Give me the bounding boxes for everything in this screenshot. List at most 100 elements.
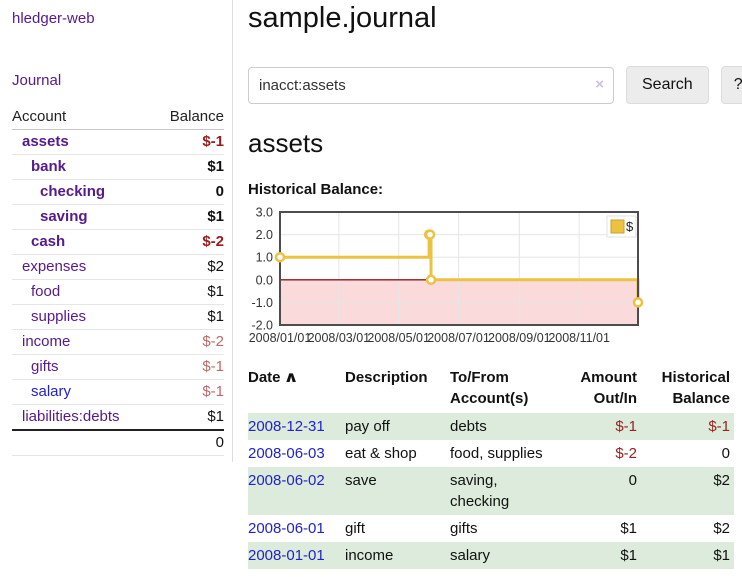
- account-row: supplies $1: [12, 305, 224, 330]
- chart-label: Historical Balance:: [248, 181, 384, 198]
- amount-cell: $-1: [615, 418, 637, 435]
- account-balance: $-1: [202, 133, 224, 150]
- amount-cell: $1: [620, 547, 637, 564]
- account-link[interactable]: checking: [40, 183, 106, 200]
- svg-text:3.0: 3.0: [256, 206, 273, 220]
- accounts-header-balance: Balance: [169, 108, 224, 125]
- account-link[interactable]: food: [31, 283, 61, 300]
- accounts-total-value: 0: [215, 434, 224, 451]
- account-balance: $-2: [202, 233, 224, 250]
- account-balance: $-1: [202, 383, 224, 400]
- account-link[interactable]: expenses: [22, 258, 87, 275]
- account-row: liabilities:debts $1: [12, 405, 224, 430]
- main-content: sample.journal × Search ? assets Histori…: [233, 0, 742, 569]
- account-link[interactable]: income: [22, 333, 71, 350]
- clear-search-icon[interactable]: ×: [595, 75, 604, 93]
- register-row: 2008-01-01 income salary $1 $1: [248, 542, 734, 569]
- date-link[interactable]: 2008-06-02: [248, 472, 325, 489]
- app-title-link[interactable]: hledger-web: [12, 10, 95, 27]
- svg-text:$: $: [626, 219, 634, 234]
- help-button[interactable]: ?: [720, 66, 742, 104]
- accounts-header: Account Balance: [12, 105, 224, 130]
- date-link[interactable]: 2008-06-03: [248, 445, 325, 462]
- account-row: gifts $-1: [12, 355, 224, 380]
- account-heading: assets: [248, 128, 324, 158]
- accounts-rows: assets $-1 bank $1 checking 0 saving $1 cash $-2 e…: [12, 130, 224, 430]
- account-balance: $1: [207, 308, 224, 325]
- svg-text:-2.0: -2.0: [251, 319, 273, 333]
- account-balance: 0: [215, 183, 224, 200]
- svg-text:2008/09/01: 2008/09/01: [488, 331, 551, 345]
- account-link[interactable]: supplies: [31, 308, 87, 325]
- account-row: saving $1: [12, 205, 224, 230]
- search-input[interactable]: [248, 66, 614, 104]
- balance-cell: $2: [713, 520, 730, 537]
- col-header-description: Description: [345, 369, 428, 386]
- register-row: 2008-06-02 save saving, checking 0 $2: [248, 467, 734, 515]
- account-row: checking 0: [12, 180, 224, 205]
- account-row: cash $-2: [12, 230, 224, 255]
- register-row: 2008-06-03 eat & shop food, supplies $-2 0: [248, 440, 734, 467]
- date-link[interactable]: 2008-12-31: [248, 418, 325, 435]
- description-cell: eat & shop: [345, 445, 417, 462]
- date-link[interactable]: 2008-01-01: [248, 547, 325, 564]
- description-cell: gift: [345, 520, 366, 537]
- account-balance: $-1: [202, 358, 224, 375]
- svg-text:2.0: 2.0: [256, 228, 273, 242]
- svg-text:2008/07/01: 2008/07/01: [427, 331, 490, 345]
- accounts-cell: saving, checking: [450, 472, 510, 510]
- account-row: expenses $2: [12, 255, 224, 280]
- accounts-cell: gifts: [450, 520, 478, 537]
- sidebar-item-journal[interactable]: Journal: [12, 72, 62, 89]
- balance-cell: $1: [713, 547, 730, 564]
- account-balance: $1: [207, 408, 224, 425]
- historical-balance-chart: $3.0 2.0 1.0 0.0 -1.0 -2.0 2008/01/01 2008/03/0…: [248, 206, 742, 347]
- account-link[interactable]: salary: [31, 383, 72, 400]
- account-balance: $1: [207, 283, 224, 300]
- svg-text:2008/03/01: 2008/03/01: [308, 331, 371, 345]
- accounts-header-account: Account: [12, 108, 67, 125]
- account-link[interactable]: saving: [40, 208, 88, 225]
- balance-cell: $-1: [708, 418, 730, 435]
- account-row: bank $1: [12, 155, 224, 180]
- amount-cell: $-2: [615, 445, 637, 462]
- col-header-amount: Amount Out/In: [580, 369, 637, 407]
- svg-text:-1.0: -1.0: [251, 296, 273, 310]
- account-link[interactable]: gifts: [31, 358, 59, 375]
- register-row: 2008-06-01 gift gifts $1 $2: [248, 515, 734, 542]
- account-link[interactable]: cash: [31, 233, 66, 250]
- date-link[interactable]: 2008-06-01: [248, 520, 325, 537]
- account-row: income $-2: [12, 330, 224, 355]
- account-balance: $2: [207, 258, 224, 275]
- accounts-total-row: 0: [12, 429, 224, 456]
- account-row: assets $-1: [12, 130, 224, 155]
- svg-text:2008/11/01: 2008/11/01: [548, 331, 610, 345]
- svg-text:2008/05/01: 2008/05/01: [367, 331, 430, 345]
- svg-text:1.0: 1.0: [256, 251, 273, 265]
- col-header-balance: Historical Balance: [661, 369, 730, 407]
- search-box: ×: [248, 66, 614, 104]
- col-header-date[interactable]: Date ∧: [248, 369, 299, 386]
- description-cell: save: [345, 472, 377, 489]
- balance-cell: 0: [721, 445, 730, 462]
- description-cell: income: [345, 547, 394, 564]
- sidebar: hledger-web Journal Account Balance asse…: [0, 0, 233, 462]
- accounts-cell: food, supplies: [450, 445, 543, 462]
- search-row: × Search ?: [248, 66, 742, 104]
- account-link[interactable]: assets: [22, 133, 69, 150]
- chart-canvas: $3.0 2.0 1.0 0.0 -1.0 -2.02008/01/012008/03/0…: [249, 206, 644, 345]
- col-header-accounts: To/From Account(s): [450, 369, 529, 407]
- register-header-row: Date ∧ Description To/From Account(s) Amount…: [248, 364, 734, 413]
- page-title: sample.journal: [248, 2, 437, 34]
- account-balance: $1: [207, 208, 224, 225]
- svg-text:2008/01/01: 2008/01/01: [249, 331, 312, 345]
- search-button[interactable]: Search: [626, 66, 709, 104]
- register-row: 2008-12-31 pay off debts $-1 $-1: [248, 413, 734, 440]
- account-link[interactable]: bank: [31, 158, 67, 175]
- account-balance: $-2: [202, 333, 224, 350]
- amount-cell: 0: [628, 472, 637, 489]
- account-balance: $1: [207, 158, 224, 175]
- accounts-cell: salary: [450, 547, 491, 564]
- account-link[interactable]: liabilities:debts: [22, 408, 120, 425]
- accounts-cell: debts: [450, 418, 487, 435]
